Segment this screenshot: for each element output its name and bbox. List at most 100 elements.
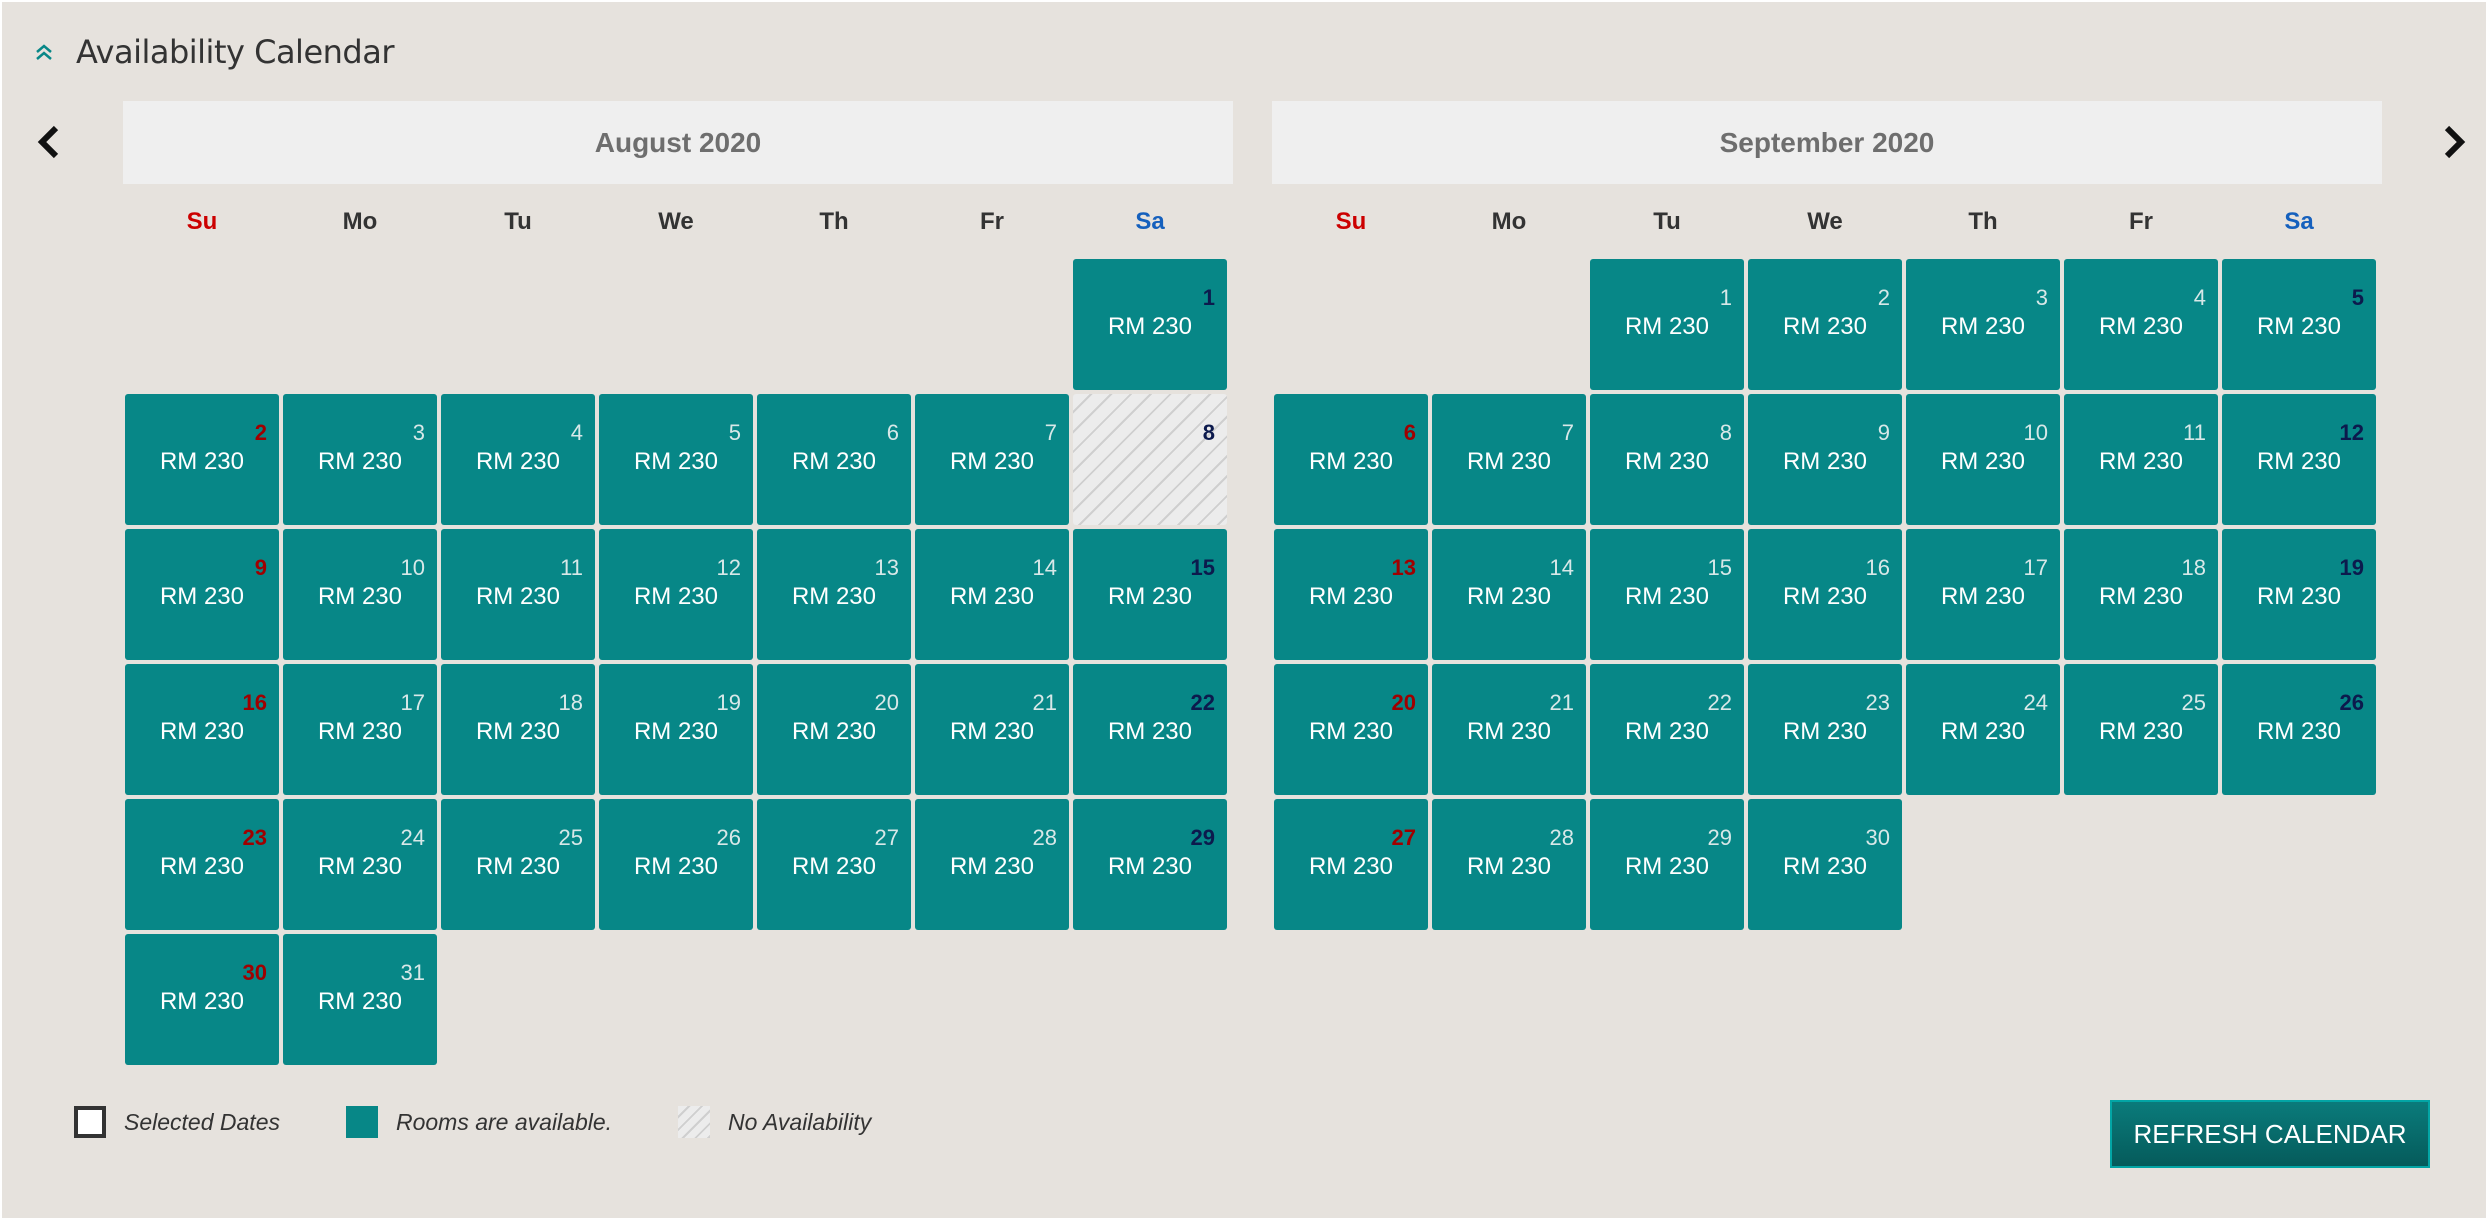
day-cell[interactable]: 23 RM 230: [125, 799, 279, 930]
day-number: 28: [1032, 825, 1057, 850]
day-cell[interactable]: 12 RM 230: [2222, 394, 2376, 525]
day-cell[interactable]: 30 RM 230: [1748, 799, 1902, 930]
day-cell[interactable]: 9 RM 230: [1748, 394, 1902, 525]
day-price: RM 230: [1624, 718, 1710, 745]
day-cell[interactable]: 2 RM 230: [125, 394, 279, 525]
day-number: 1: [1719, 285, 1732, 310]
day-cell[interactable]: 3 RM 230: [1906, 259, 2060, 390]
day-cell[interactable]: 29 RM 230: [1590, 799, 1744, 930]
day-price: RM 230: [2256, 583, 2342, 610]
day-price: RM 230: [949, 448, 1035, 475]
day-cell[interactable]: 25 RM 230: [441, 799, 595, 930]
day-cell[interactable]: 9 RM 230: [125, 529, 279, 660]
day-cell[interactable]: 11 RM 230: [2064, 394, 2218, 525]
day-cell[interactable]: 29 RM 230: [1073, 799, 1227, 930]
empty-cell: [441, 259, 595, 390]
day-price: RM 230: [1308, 853, 1394, 880]
day-cell[interactable]: 6 RM 230: [1274, 394, 1428, 525]
day-cell[interactable]: 21 RM 230: [1432, 664, 1586, 795]
day-cell[interactable]: 30 RM 230: [125, 934, 279, 1065]
day-cell[interactable]: 27 RM 230: [757, 799, 911, 930]
day-number: 12: [2339, 420, 2364, 445]
day-cell[interactable]: 23 RM 230: [1748, 664, 1902, 795]
day-cell[interactable]: 15 RM 230: [1073, 529, 1227, 660]
weekday-we: We: [658, 207, 694, 235]
month-title: September 2020: [1272, 101, 2382, 184]
day-cell[interactable]: 20 RM 230: [1274, 664, 1428, 795]
day-cell[interactable]: 16 RM 230: [1748, 529, 1902, 660]
day-cell[interactable]: 24 RM 230: [1906, 664, 2060, 795]
day-price: RM 230: [1466, 583, 1552, 610]
day-cell[interactable]: 17 RM 230: [283, 664, 437, 795]
day-cell[interactable]: 13 RM 230: [757, 529, 911, 660]
double-chevron-up-icon[interactable]: [32, 40, 56, 64]
no-availability-swatch-icon: [678, 1106, 711, 1138]
day-cell[interactable]: 17 RM 230: [1906, 529, 2060, 660]
day-cell[interactable]: 1 RM 230: [1590, 259, 1744, 390]
weekday-row: Su Mo Tu We Th Fr Sa: [123, 184, 1233, 259]
day-number: 26: [2339, 690, 2364, 715]
day-cell[interactable]: 13 RM 230: [1274, 529, 1428, 660]
day-cell[interactable]: 22 RM 230: [1590, 664, 1744, 795]
day-grid: 1 RM 230 2 RM 230 3 RM 230 4 RM 230 5 RM 230 6 RM 2…: [1274, 259, 2382, 930]
day-cell[interactable]: 18 RM 230: [441, 664, 595, 795]
day-cell[interactable]: 5 RM 230: [599, 394, 753, 525]
day-cell[interactable]: 19 RM 230: [2222, 529, 2376, 660]
day-cell[interactable]: 4 RM 230: [2064, 259, 2218, 390]
day-price: RM 230: [159, 583, 245, 610]
day-cell[interactable]: 15 RM 230: [1590, 529, 1744, 660]
day-price: RM 230: [633, 583, 719, 610]
selected-swatch-icon: [74, 1106, 106, 1138]
day-number: 16: [1865, 555, 1890, 580]
day-cell[interactable]: 4 RM 230: [441, 394, 595, 525]
day-cell[interactable]: 10 RM 230: [283, 529, 437, 660]
day-cell[interactable]: 22 RM 230: [1073, 664, 1227, 795]
day-cell[interactable]: 27 RM 230: [1274, 799, 1428, 930]
day-cell[interactable]: 26 RM 230: [2222, 664, 2376, 795]
day-number: 21: [1549, 690, 1574, 715]
day-number: 22: [1707, 690, 1732, 715]
day-cell[interactable]: 31 RM 230: [283, 934, 437, 1065]
day-price: RM 230: [791, 448, 877, 475]
next-month-button[interactable]: [2437, 122, 2473, 162]
day-price: RM 230: [1782, 448, 1868, 475]
day-cell[interactable]: 18 RM 230: [2064, 529, 2218, 660]
prev-month-button[interactable]: [30, 122, 66, 162]
month-september: September 2020 Su Mo Tu We Th Fr Sa 1 RM 230 2 RM…: [1272, 101, 2382, 930]
day-price: RM 230: [949, 853, 1035, 880]
day-cell[interactable]: 6 RM 230: [757, 394, 911, 525]
day-cell[interactable]: 2 RM 230: [1748, 259, 1902, 390]
day-cell[interactable]: 28 RM 230: [915, 799, 1069, 930]
day-number: 10: [400, 555, 425, 580]
day-cell[interactable]: 19 RM 230: [599, 664, 753, 795]
day-cell[interactable]: 24 RM 230: [283, 799, 437, 930]
day-cell[interactable]: 25 RM 230: [2064, 664, 2218, 795]
day-cell[interactable]: 3 RM 230: [283, 394, 437, 525]
day-number: 20: [1391, 690, 1416, 715]
day-cell[interactable]: 7 RM 230: [1432, 394, 1586, 525]
day-cell[interactable]: 14 RM 230: [915, 529, 1069, 660]
day-cell[interactable]: 26 RM 230: [599, 799, 753, 930]
day-number: 13: [1391, 555, 1416, 580]
day-cell[interactable]: 20 RM 230: [757, 664, 911, 795]
day-number: 6: [1403, 420, 1416, 445]
day-price: RM 230: [1107, 853, 1193, 880]
day-cell[interactable]: 10 RM 230: [1906, 394, 2060, 525]
day-cell[interactable]: 5 RM 230: [2222, 259, 2376, 390]
refresh-calendar-button[interactable]: REFRESH CALENDAR: [2110, 1100, 2430, 1168]
day-cell[interactable]: 1 RM 230: [1073, 259, 1227, 390]
day-cell[interactable]: 21 RM 230: [915, 664, 1069, 795]
weekday-mo: Mo: [342, 207, 378, 235]
day-cell[interactable]: 16 RM 230: [125, 664, 279, 795]
day-cell[interactable]: 14 RM 230: [1432, 529, 1586, 660]
day-cell[interactable]: 28 RM 230: [1432, 799, 1586, 930]
day-cell[interactable]: 11 RM 230: [441, 529, 595, 660]
day-cell[interactable]: 7 RM 230: [915, 394, 1069, 525]
day-cell[interactable]: 8 RM 230: [1590, 394, 1744, 525]
weekday-th: Th: [1968, 207, 1998, 235]
day-number: 29: [1190, 825, 1215, 850]
day-price: RM 230: [949, 583, 1035, 610]
day-cell[interactable]: 12 RM 230: [599, 529, 753, 660]
day-number: 2: [254, 420, 267, 445]
